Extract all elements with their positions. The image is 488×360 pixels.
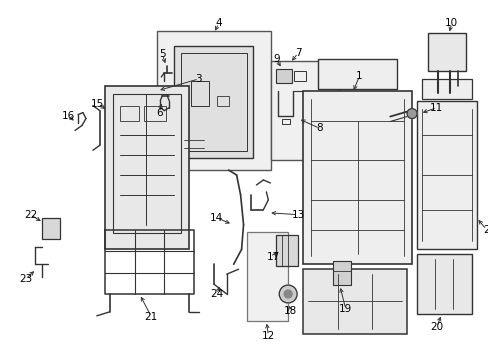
- Bar: [303, 91, 411, 264]
- Text: 2: 2: [482, 225, 488, 235]
- Text: 8: 8: [316, 123, 323, 134]
- Bar: [144, 105, 166, 121]
- Text: 13: 13: [291, 210, 304, 220]
- Text: 23: 23: [19, 274, 32, 284]
- Circle shape: [279, 285, 297, 303]
- Bar: [120, 105, 139, 121]
- Bar: [246, 231, 287, 321]
- Text: 19: 19: [338, 304, 351, 314]
- Text: 22: 22: [24, 210, 37, 220]
- Bar: [276, 234, 298, 266]
- Bar: [112, 94, 181, 233]
- Bar: [174, 46, 253, 158]
- Bar: [216, 96, 228, 105]
- Text: 17: 17: [266, 252, 279, 262]
- Text: 10: 10: [444, 18, 457, 28]
- Bar: [332, 261, 350, 285]
- Bar: [104, 86, 189, 249]
- Text: 7: 7: [294, 48, 301, 58]
- Text: 5: 5: [159, 49, 165, 59]
- Bar: [416, 101, 475, 249]
- Bar: [427, 33, 465, 71]
- Bar: [271, 61, 338, 160]
- Bar: [293, 71, 305, 81]
- Bar: [282, 118, 289, 125]
- Text: 11: 11: [429, 103, 443, 113]
- Bar: [181, 53, 246, 151]
- Circle shape: [407, 109, 416, 118]
- Text: 4: 4: [215, 18, 222, 28]
- Circle shape: [284, 290, 291, 298]
- Text: 9: 9: [272, 54, 279, 64]
- Bar: [303, 269, 407, 334]
- Text: 18: 18: [283, 306, 296, 316]
- Text: 21: 21: [144, 312, 158, 322]
- Bar: [276, 69, 291, 83]
- Text: 1: 1: [356, 71, 362, 81]
- Bar: [157, 31, 271, 170]
- Bar: [191, 81, 208, 105]
- Text: 3: 3: [195, 74, 202, 84]
- Text: 24: 24: [210, 289, 223, 299]
- Text: 12: 12: [261, 330, 274, 341]
- Bar: [416, 255, 470, 314]
- Bar: [42, 218, 60, 239]
- Text: 6: 6: [156, 108, 163, 118]
- Bar: [421, 79, 470, 99]
- Text: 15: 15: [91, 99, 104, 109]
- Text: 16: 16: [61, 111, 75, 121]
- Text: 14: 14: [210, 213, 223, 223]
- Bar: [317, 59, 396, 89]
- Text: 20: 20: [429, 322, 443, 332]
